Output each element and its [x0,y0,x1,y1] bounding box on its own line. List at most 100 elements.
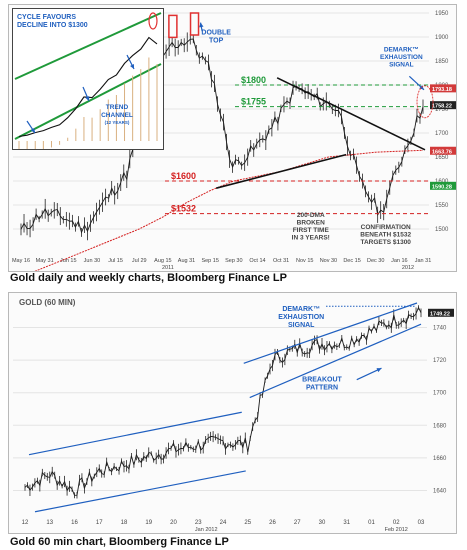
x-tick-label: Jun 15 [60,258,77,264]
daily-chart-caption: Gold daily and weekly charts, Bloomberg … [10,272,287,284]
x-tick-label: May 16 [12,258,30,264]
gold-daily-chart: 1500155016001650170017501800185019001950… [8,4,457,272]
x-tick-label: May 31 [36,258,54,264]
channel1-upper-line [28,411,242,456]
triangle-lower-trendline [215,153,347,189]
demark-label: SIGNAL [389,61,414,68]
trend-channel-label: (12 YEARS) [105,120,130,125]
moving-average-line [34,149,424,271]
x-tick-label: 19 [145,520,152,526]
y-tick-label: 1850 [435,59,449,65]
x-tick-label: Jan 31 [415,258,432,264]
x-tick-label: Jun 30 [84,258,101,264]
price-flag-label: 1749.22 [430,311,450,317]
x-tick-label: Oct 14 [249,258,265,264]
x-tick-label: Aug 15 [154,258,171,264]
channel2-lower-line [249,323,422,399]
trend-channel-label: TREND [106,104,129,111]
y-tick-label: 1550 [435,203,449,209]
cycle-label: DECLINE INTO $1300 [17,22,88,29]
x-tick-label: Nov 30 [320,258,337,264]
y-tick-label: 1680 [433,423,447,429]
x-tick-label: 26 [269,520,276,526]
channel2-upper-line [243,302,418,364]
y-tick-label: 1740 [433,325,447,331]
price-level-label: $1532 [171,204,196,214]
x-tick-label: Jan 16 [391,258,408,264]
y-tick-label: 1720 [433,358,447,364]
x-tick-label: Aug 31 [178,258,195,264]
x-tick-label: Dec 30 [367,258,384,264]
x-tick-label: 02 [393,520,400,526]
double-top-marker [168,14,178,39]
x-tick-label: 20 [170,520,177,526]
double-top-label: TOP [209,38,224,45]
breakout-label: BREAKOUT [302,376,342,383]
y-tick-label: 1750 [435,107,449,113]
inset-arrow-head [85,96,90,101]
x-tick-label: 24 [220,520,227,526]
price-level-label: $1800 [241,75,266,85]
gold-weekly-inset: CYCLE FAVOURS DECLINE INTO $1300 TREND CHAN… [12,8,164,150]
channel-upper-line [14,12,162,80]
demark-label: DEMARK™ [282,306,320,313]
x-tick-label: Sep 30 [225,258,242,264]
gold-price-line [20,38,424,234]
y-tick-label: 1700 [433,391,447,397]
double-top-marker [189,12,200,36]
gold-hourly-chart: 1640 1660 1680 1700 1720 1740 12 13 16 17 18 19 20 23… [8,292,457,534]
channel-lower-line [14,63,162,140]
chart-title: GOLD (60 MIN) [19,298,76,307]
dma-label: IN 3 YEARS! [292,235,330,242]
x-tick-label: Jul 15 [108,258,123,264]
confirmation-label: TARGETS $1300 [360,239,411,246]
dma-label: BROKEN [297,220,325,227]
price-flag-label: 1758.22 [432,104,452,110]
x-tick-label: 30 [319,520,326,526]
x-tick-label: Sep 15 [201,258,218,264]
x-period-label: Jan 2012 [195,527,218,533]
price-flag-label: 1590.28 [432,184,452,190]
inset-highlight [148,12,158,30]
x-period-label: Feb 2012 [385,527,408,533]
demark-label: EXHAUSTION [278,314,324,321]
x-tick-label: 23 [195,520,202,526]
x-tick-label: Dec 15 [343,258,360,264]
y-tick-label: 1700 [435,131,449,137]
x-tick-label: 17 [96,520,103,526]
price-level-label: $1600 [171,171,196,181]
x-tick-label: 31 [343,520,350,526]
breakout-label: PATTERN [306,384,338,391]
x-tick-label: 27 [294,520,301,526]
x-period-label: 2011 [162,265,174,271]
price-flag [430,84,456,93]
x-tick-label: 12 [22,520,29,526]
x-tick-label: 03 [418,520,425,526]
inset-arrow-head [130,64,134,69]
y-tick-label: 1900 [435,35,449,41]
x-tick-label: 18 [121,520,128,526]
price-flag-label: 1793.18 [432,87,452,93]
demark-highlight [416,85,434,119]
inset-price-line [18,36,158,138]
y-tick-label: 1640 [433,489,447,495]
price-flag [430,101,456,110]
dma-label: FIRST TIME [293,227,330,234]
dma-label: 200-DMA [297,212,325,219]
price-flag [430,146,456,155]
demark-label: SIGNAL [288,322,315,329]
x-period-label: 2012 [402,265,414,271]
double-top-arrow-head [199,22,204,28]
breakout-arrow [356,367,382,381]
triangle-upper-trendline [276,77,426,151]
hourly-chart-caption: Gold 60 min chart, Bloomberg Finance LP [10,536,229,548]
x-tick-label: 01 [368,520,375,526]
price-flag-label: 1663.76 [432,149,452,155]
confirmation-label: BENEATH $1532 [360,232,411,239]
gold-hourly-plot: 1640 1660 1680 1700 1720 1740 12 13 16 17 18 19 20 23… [13,298,454,533]
double-top-label: DOUBLE [201,30,231,37]
x-tick-label: 16 [71,520,78,526]
cycle-label: CYCLE FAVOURS [17,14,76,21]
demark-label: DEMARK™ [384,46,419,53]
